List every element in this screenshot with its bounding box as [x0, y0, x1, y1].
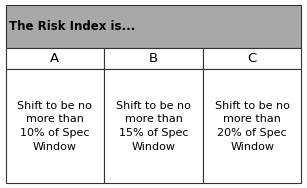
Text: Shift to be no
more than
15% of Spec
Window: Shift to be no more than 15% of Spec Win…	[116, 101, 191, 152]
Text: C: C	[247, 52, 257, 65]
Bar	[6, 69, 104, 183]
Text: A: A	[50, 52, 60, 65]
Bar	[6, 49, 104, 69]
Text: Shift to be no
more than
20% of Spec
Window: Shift to be no more than 20% of Spec Win…	[215, 101, 290, 152]
Text: The Risk Index is...: The Risk Index is...	[9, 20, 136, 33]
Bar	[203, 69, 301, 183]
Text: Shift to be no
more than
10% of Spec
Window: Shift to be no more than 10% of Spec Win…	[17, 101, 92, 152]
Bar	[104, 69, 203, 183]
Bar	[104, 49, 203, 69]
Bar	[6, 5, 301, 49]
Bar	[203, 49, 301, 69]
Text: B: B	[149, 52, 158, 65]
